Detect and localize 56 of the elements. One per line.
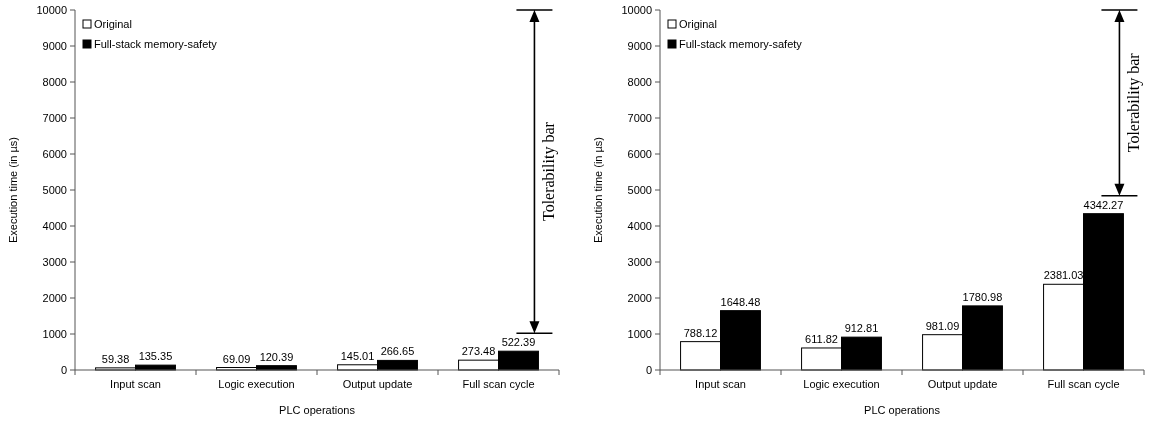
x-tick-label: Output update [342,378,413,390]
y-tick-label: 8000 [42,75,67,88]
y-tick-label: 1000 [42,327,67,340]
y-tick-label: 9000 [627,39,652,52]
y-tick-label: 6000 [42,147,67,160]
y-tick-label: 4000 [627,219,652,232]
data-label: 912.81 [844,322,879,335]
y-tick-label: 2000 [42,291,67,304]
y-tick-label: 5000 [627,183,652,196]
y-tick-label: 3000 [42,255,67,268]
y-tick-label: 1000 [627,327,652,340]
x-tick-label: Output update [927,378,998,390]
y-tick-label: 9000 [42,39,67,52]
y-tick-label: 2000 [627,291,652,304]
data-label: 1648.48 [720,295,761,308]
legend-label: Full-stack memory-safety [94,38,218,50]
y-tick-label: 0 [60,363,67,376]
y-tick-label: 8000 [627,75,652,88]
data-label: 273.48 [461,345,496,358]
x-axis-title: PLC operations [279,404,356,416]
y-tick-label: 0 [645,363,652,376]
y-tick-label: 7000 [42,111,67,124]
data-label: 135.35 [138,350,173,363]
y-tick-label: 4000 [42,219,67,232]
x-tick-label: Input scan [110,378,161,390]
y-tick-label: 6000 [627,147,652,160]
annotation: Tolerability bar [540,121,559,222]
annotation: Tolerability bar [1125,52,1144,153]
data-label: 2381.03 [1043,269,1084,282]
y-tick-label: 7000 [627,111,652,124]
y-tick-label: 10000 [36,3,67,16]
data-label: 59.38 [101,352,130,365]
data-label: 611.82 [805,332,838,345]
data-label: 1780.98 [962,290,1003,303]
y-axis-title: Execution time (in µs) [592,137,604,243]
legend-label: Full-stack memory-safety [679,38,803,50]
x-tick-label: Logic execution [803,378,880,390]
y-tick-label: 10000 [621,3,652,16]
x-tick-label: Input scan [695,378,746,390]
data-label: 981.09 [925,319,960,332]
data-label: 4342.27 [1083,198,1124,211]
data-label: 522.39 [501,336,536,349]
y-tick-label: 3000 [627,255,652,268]
data-label: 145.01 [340,349,375,362]
x-tick-label: Full scan cycle [462,378,535,390]
x-axis-title: PLC operations [864,404,941,416]
x-tick-label: Logic execution [218,378,295,390]
legend-label: Original [94,18,132,30]
y-tick-label: 5000 [42,183,67,196]
data-label: 788.12 [683,326,718,339]
data-label: 266.65 [380,345,415,358]
y-axis-title: Execution time (in µs) [7,137,19,243]
data-label: 69.09 [222,352,251,365]
data-label: 120.39 [259,350,294,363]
legend-label: Original [679,18,717,30]
x-tick-label: Full scan cycle [1047,378,1120,390]
